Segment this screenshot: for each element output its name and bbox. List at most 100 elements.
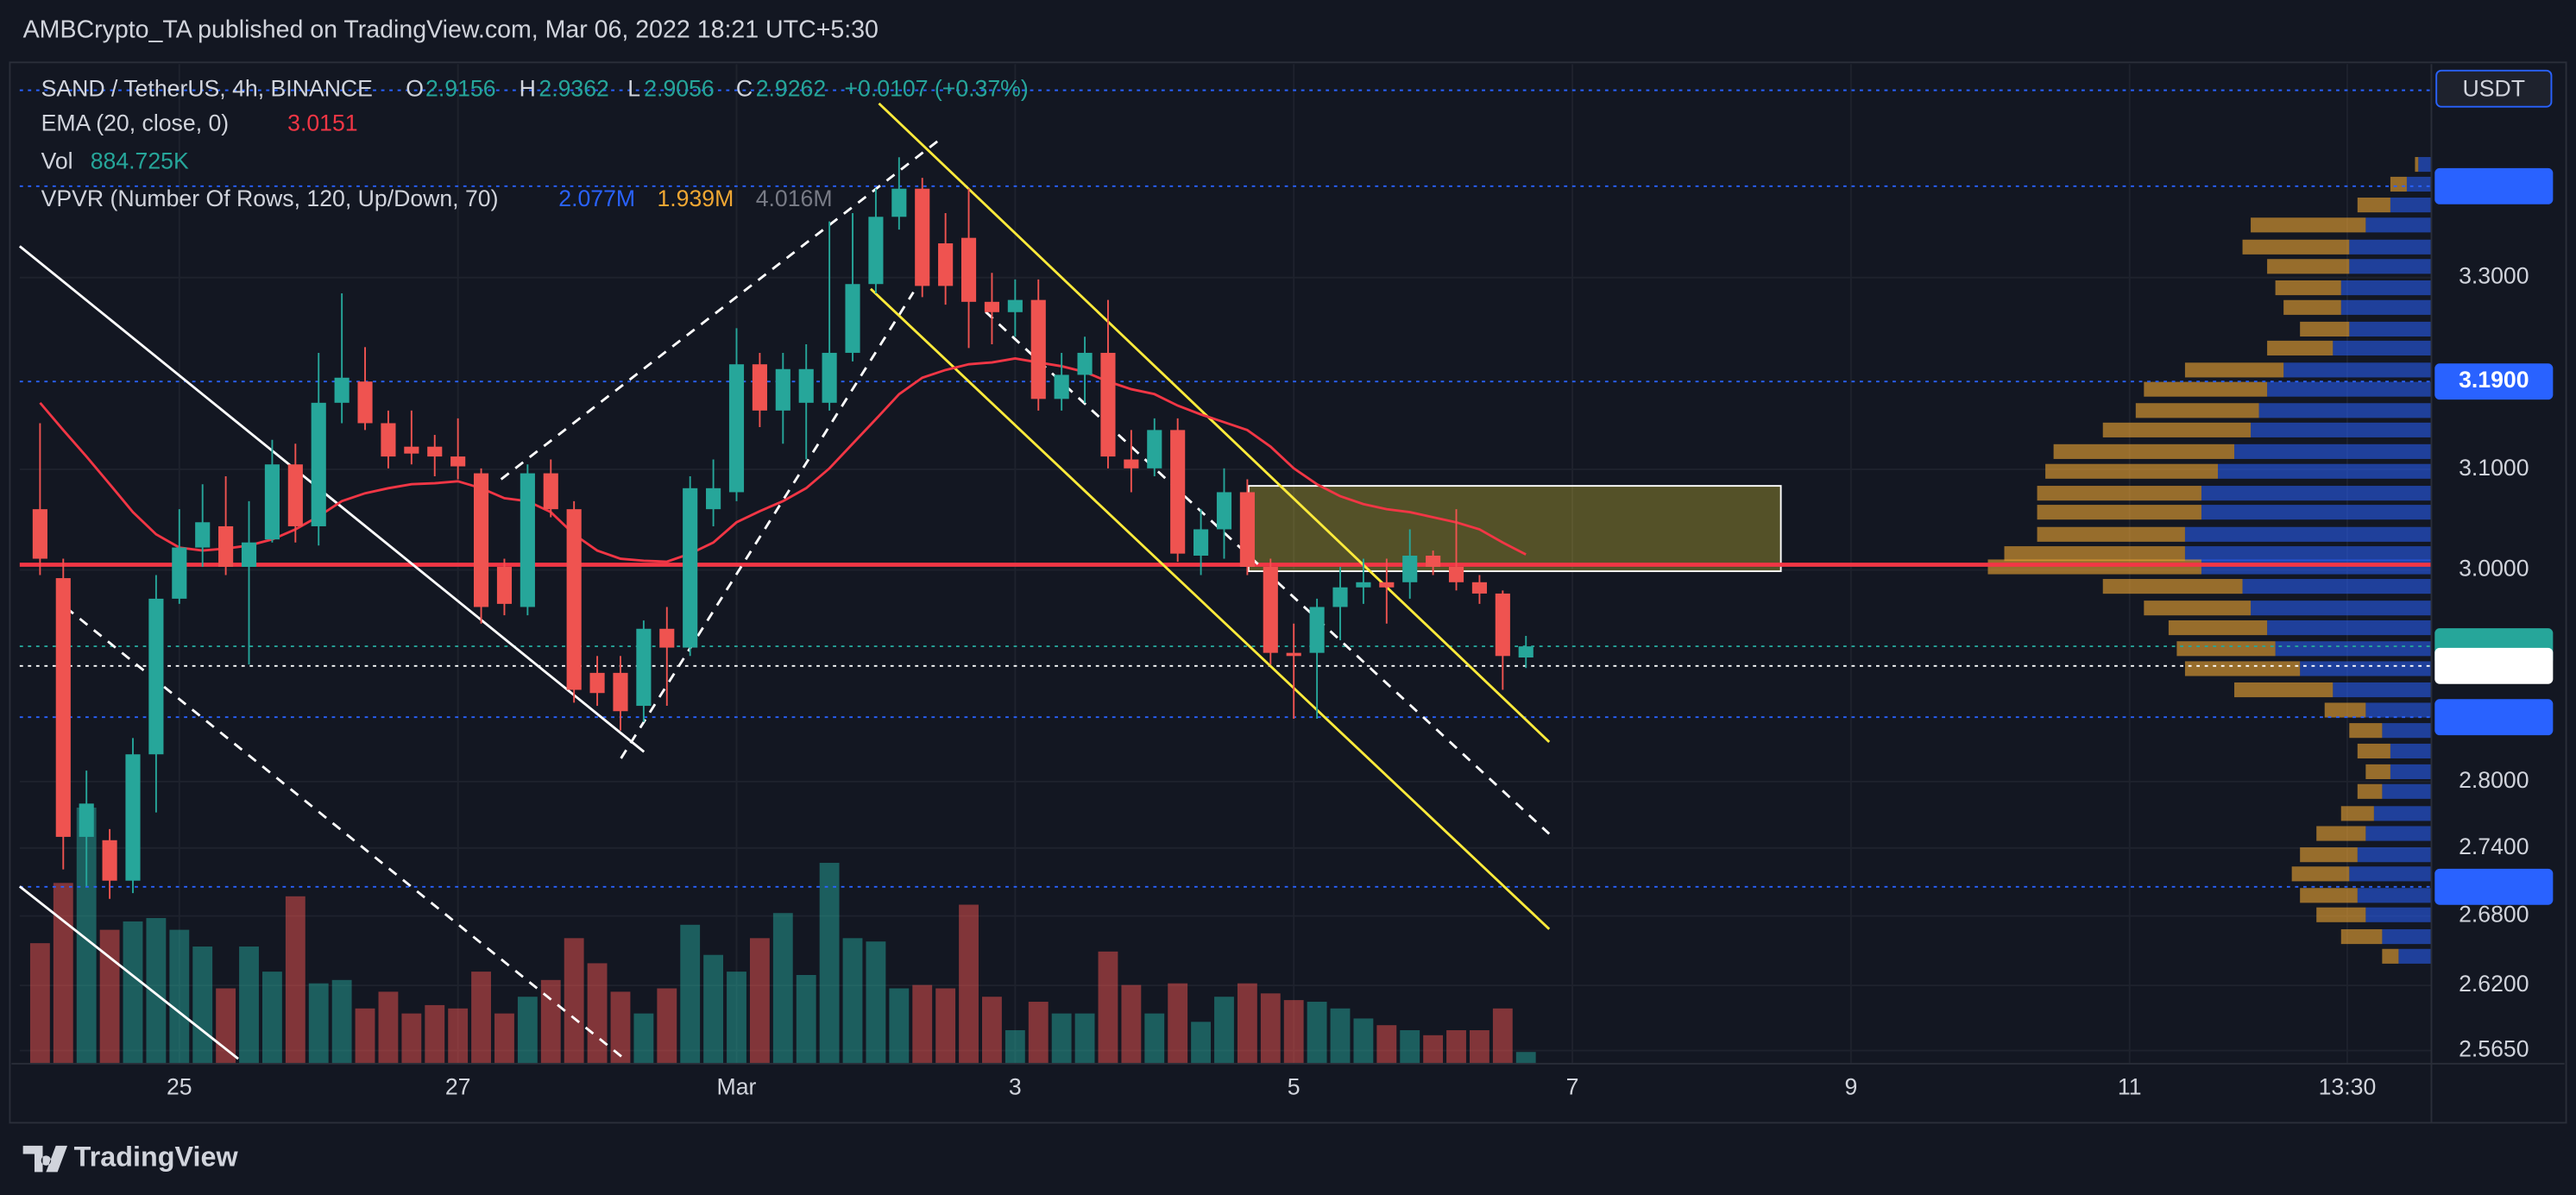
vpvr-down-bar bbox=[2037, 526, 2185, 542]
volume-bar bbox=[727, 972, 746, 1064]
volume-bar bbox=[1237, 983, 1257, 1064]
candle-body bbox=[473, 473, 489, 607]
candle-body bbox=[1471, 582, 1487, 594]
logo-icon bbox=[22, 1145, 68, 1173]
volume-bar bbox=[331, 979, 352, 1064]
candle-body bbox=[845, 284, 860, 353]
symbol-title: SAND / TetherUS, 4h, BINANCE bbox=[41, 76, 373, 102]
vpvr-up-bar bbox=[2349, 239, 2432, 255]
vpvr-up-bar bbox=[2349, 259, 2432, 274]
vpvr-up-bar bbox=[2382, 928, 2432, 945]
candle-body bbox=[728, 364, 745, 493]
vpvr-down-bar bbox=[2102, 579, 2243, 594]
vpvr-down-bar bbox=[2176, 641, 2276, 657]
candle-body bbox=[1170, 430, 1186, 554]
x-tick-label: 27 bbox=[445, 1073, 471, 1099]
vpvr-down-bar bbox=[2275, 280, 2341, 296]
x-tick-label: 5 bbox=[1288, 1073, 1301, 1099]
trend-line-dashed bbox=[500, 138, 941, 481]
candle-body bbox=[636, 628, 652, 707]
vpvr-up-bar bbox=[2382, 783, 2432, 799]
vpvr-up-bar bbox=[2300, 661, 2432, 676]
ema-line bbox=[39, 357, 1527, 563]
volume-bar bbox=[1191, 1022, 1211, 1064]
volume-bar bbox=[1330, 1008, 1351, 1064]
currency-box bbox=[2435, 69, 2553, 108]
volume-bar bbox=[749, 938, 770, 1064]
vpvr-down-bar bbox=[2037, 505, 2201, 520]
volume-bar bbox=[610, 991, 631, 1064]
x-tick-label: 11 bbox=[2118, 1073, 2142, 1099]
vpvr-down-bar bbox=[2144, 381, 2268, 397]
candle-body bbox=[427, 446, 443, 457]
candle-body bbox=[1309, 607, 1325, 653]
vpvr-up-bar bbox=[2217, 463, 2432, 479]
candle-body bbox=[79, 803, 94, 837]
price-label-box bbox=[2434, 647, 2554, 684]
vpvr-down-bar bbox=[2324, 702, 2366, 718]
zone-box bbox=[1247, 485, 1782, 573]
volume-bar bbox=[1005, 1030, 1025, 1064]
candle-body bbox=[125, 754, 141, 881]
candle-body bbox=[450, 456, 466, 467]
candle-body bbox=[55, 578, 71, 837]
volume-bar bbox=[401, 1013, 422, 1064]
volume-bar bbox=[819, 863, 840, 1064]
vpvr-up-bar bbox=[2382, 723, 2432, 739]
vpvr-up-bar bbox=[2333, 682, 2432, 698]
volume-bar bbox=[959, 904, 979, 1064]
volume-bar bbox=[1214, 997, 1234, 1064]
volume-readout: 884.725K bbox=[91, 148, 189, 173]
volume-legend: Vol bbox=[41, 148, 73, 173]
vpvr-up-bar bbox=[2390, 743, 2432, 759]
ohlc-value: 2.9156 bbox=[425, 76, 495, 102]
y-tick-label: 2.7400 bbox=[2459, 833, 2529, 859]
vpvr-up-bar bbox=[2275, 641, 2432, 657]
vpvr-down-bar bbox=[2316, 826, 2366, 841]
candle-body bbox=[915, 188, 930, 286]
candle-body bbox=[102, 840, 117, 881]
vpvr-up-bar bbox=[2242, 579, 2432, 594]
price-label-box bbox=[2434, 167, 2554, 204]
volume-bar bbox=[355, 1008, 375, 1064]
candle-body bbox=[891, 188, 907, 217]
candle-body bbox=[613, 672, 628, 712]
volume-bar bbox=[1423, 1035, 1444, 1064]
vpvr-down-bar bbox=[2045, 463, 2218, 479]
vpvr-up-bar bbox=[2267, 620, 2432, 636]
volume-bar bbox=[1307, 1002, 1327, 1064]
ohlc-label: C bbox=[736, 76, 753, 102]
candle-body bbox=[775, 368, 790, 411]
trend-line bbox=[18, 885, 239, 1060]
brand-name: TradingView bbox=[74, 1142, 239, 1173]
volume-bar bbox=[1283, 1000, 1304, 1064]
candle-body bbox=[1518, 646, 1534, 658]
candle-body bbox=[334, 377, 350, 403]
candle-body bbox=[566, 509, 582, 690]
volume-bar bbox=[1469, 1030, 1490, 1064]
candle-body bbox=[868, 217, 884, 285]
vpvr-down-bar bbox=[2291, 866, 2350, 882]
volume-bar bbox=[866, 941, 886, 1064]
x-tick-label: 13:30 bbox=[2319, 1073, 2377, 1099]
candle-body bbox=[1124, 459, 1139, 469]
volume-bar bbox=[657, 988, 677, 1064]
candle-body bbox=[1216, 492, 1232, 530]
vpvr-up-bar bbox=[2340, 299, 2432, 315]
candle-body bbox=[1332, 587, 1348, 607]
volume-bar bbox=[76, 808, 97, 1064]
vpvr-up-bar bbox=[2357, 847, 2432, 863]
x-tick-label: 25 bbox=[167, 1073, 192, 1099]
price-label-box bbox=[2434, 699, 2554, 736]
volume-bar bbox=[1051, 1013, 1072, 1064]
vpvr-down-bar bbox=[2242, 239, 2350, 255]
vpvr-down-bar bbox=[2283, 299, 2341, 315]
volume-bar bbox=[99, 929, 120, 1064]
candle-body bbox=[1194, 529, 1209, 556]
axis-layer: USDT 25 27 Mar 3 5 7 9 11 13:30 3.3000 3.1000 3.000… bbox=[11, 64, 2565, 1123]
ohlc-value: 2.9056 bbox=[644, 76, 714, 102]
candle-body bbox=[1402, 555, 1418, 582]
candle-body bbox=[381, 423, 396, 457]
